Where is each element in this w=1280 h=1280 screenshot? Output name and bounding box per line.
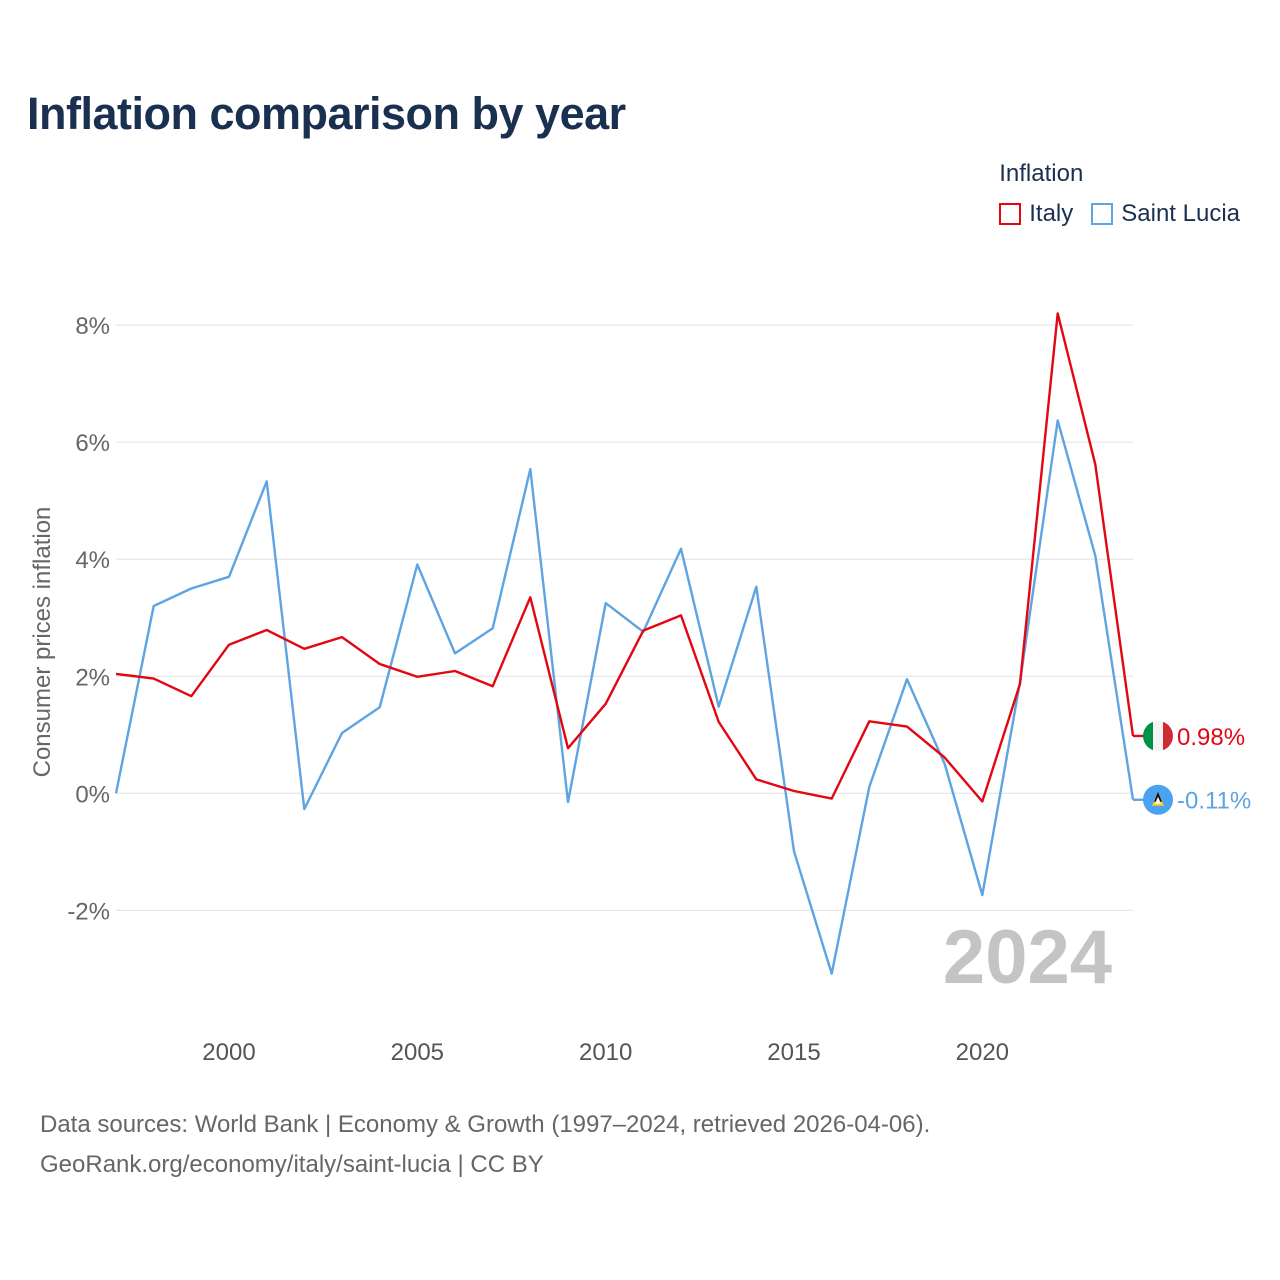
legend-title: Inflation bbox=[999, 160, 1084, 187]
x-tick-label: 2015 bbox=[767, 1039, 820, 1066]
y-tick-label: 6% bbox=[75, 430, 110, 457]
series-line-saint-lucia[interactable] bbox=[114, 419, 1135, 975]
y-axis-ticks: -2% 0% 2% 4% 6% 8% bbox=[67, 313, 110, 925]
y-tick-label: 0% bbox=[75, 781, 110, 808]
y-tick-label: 8% bbox=[75, 313, 110, 340]
legend-item-italy[interactable]: Italy bbox=[999, 200, 1073, 228]
chart-title: Inflation comparison by year bbox=[27, 88, 626, 139]
legend-items: Italy Saint Lucia bbox=[999, 200, 1240, 228]
x-tick-label: 2010 bbox=[579, 1039, 632, 1066]
legend-label-saint-lucia: Saint Lucia bbox=[1121, 200, 1240, 227]
legend-item-saint-lucia[interactable]: Saint Lucia bbox=[1091, 200, 1240, 228]
y-tick-label: 2% bbox=[75, 664, 110, 691]
grid-lines bbox=[116, 324, 1133, 911]
italy-flag-icon bbox=[1143, 720, 1173, 751]
saint-lucia-flag-icon bbox=[1143, 784, 1173, 815]
legend: Inflation Italy Saint Lucia bbox=[999, 160, 1240, 228]
source-line-1: Data sources: World Bank | Economy & Gro… bbox=[40, 1111, 931, 1138]
end-markers: -0.11% 0.98% bbox=[1133, 720, 1251, 815]
y-tick-label: -2% bbox=[67, 898, 110, 925]
legend-label-italy: Italy bbox=[1029, 200, 1074, 227]
year-watermark: 2024 bbox=[943, 915, 1112, 1000]
x-tick-label: 2020 bbox=[956, 1039, 1009, 1066]
source-note: Data sources: World Bank | Economy & Gro… bbox=[40, 1105, 930, 1185]
x-tick-label: 2000 bbox=[202, 1039, 255, 1066]
series-line-italy[interactable] bbox=[115, 312, 1135, 803]
y-tick-label: 4% bbox=[75, 547, 110, 574]
end-value-label-italy: 0.98% bbox=[1177, 724, 1245, 751]
y-axis-label: Consumer prices inflation bbox=[29, 507, 56, 778]
x-axis-ticks: 2000 2005 2010 2015 2020 bbox=[202, 1039, 1009, 1066]
series-lines bbox=[114, 312, 1135, 975]
legend-swatch-saint-lucia bbox=[1091, 203, 1114, 225]
legend-swatch-italy bbox=[999, 203, 1022, 225]
end-value-label-saint-lucia: -0.11% bbox=[1177, 788, 1251, 815]
source-line-2[interactable]: GeoRank.org/economy/italy/saint-lucia | … bbox=[40, 1151, 544, 1178]
x-tick-label: 2005 bbox=[391, 1039, 444, 1066]
